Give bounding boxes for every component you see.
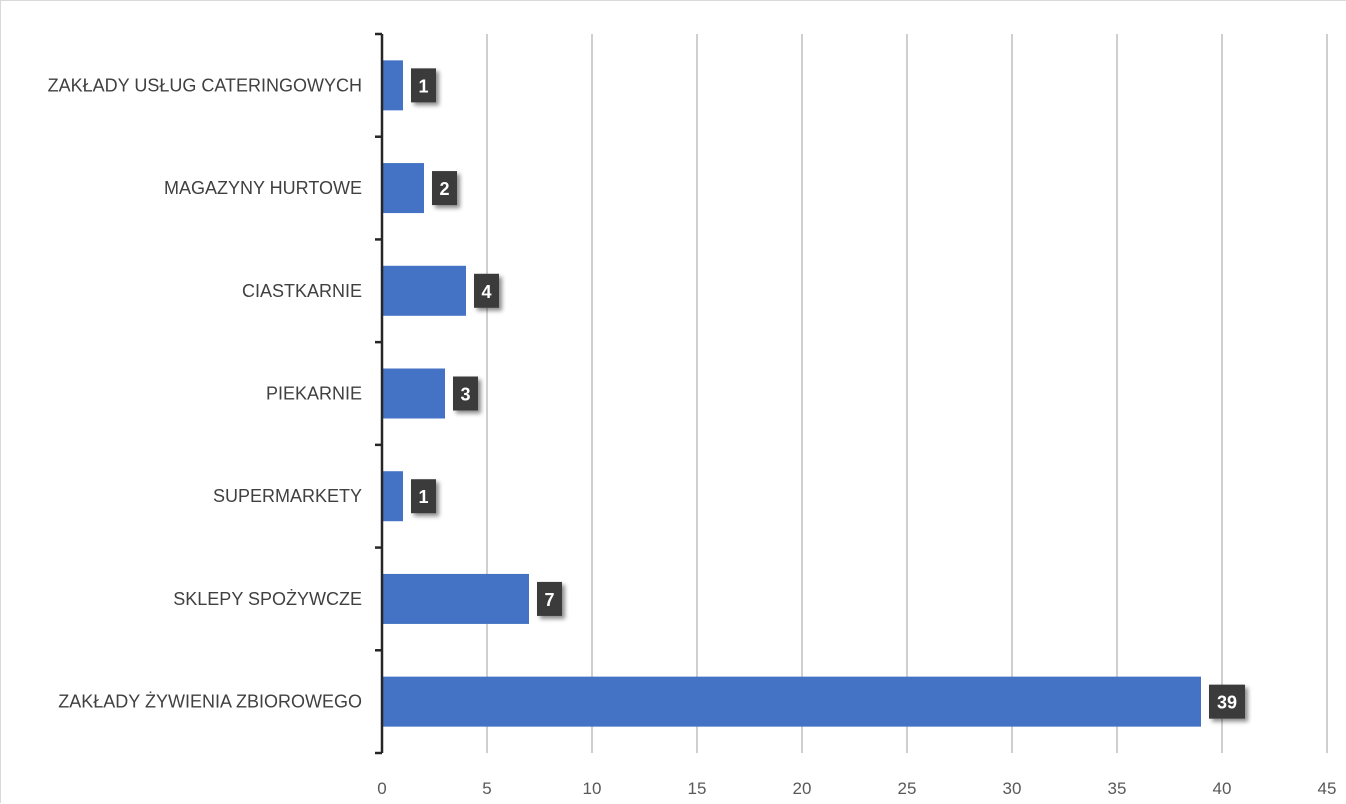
x-tick-label: 25 <box>898 779 917 798</box>
x-tick-label: 20 <box>793 779 812 798</box>
bar <box>383 163 424 214</box>
category-label: ZAKŁADY ŻYWIENIA ZBIOROWEGO <box>58 692 362 712</box>
x-tick-label: 0 <box>377 779 386 798</box>
data-label-text: 3 <box>460 385 470 405</box>
data-label: 4 <box>474 273 499 308</box>
x-tick-label: 5 <box>482 779 491 798</box>
data-label-background <box>411 479 436 514</box>
x-tick-label: 40 <box>1213 779 1232 798</box>
category-label: SUPERMARKETY <box>213 486 362 506</box>
data-label-text: 1 <box>418 76 428 96</box>
bar <box>383 676 1201 727</box>
bar <box>383 368 445 419</box>
data-label: 3 <box>453 376 478 411</box>
data-label-text: 39 <box>1217 693 1237 713</box>
data-label-text: 1 <box>418 487 428 507</box>
category-label: PIEKARNIE <box>266 384 362 404</box>
data-labels: 1 2 4 3 1 7 39 <box>411 68 1245 719</box>
data-label: 1 <box>411 479 436 514</box>
x-tick-labels: 0 5 10 15 20 25 30 35 40 45 <box>377 779 1336 798</box>
gridlines <box>486 34 1328 753</box>
data-label: 2 <box>432 171 457 206</box>
x-tick-label: 10 <box>583 779 602 798</box>
category-label: ZAKŁADY USŁUG CATERINGOWYCH <box>48 75 362 95</box>
x-tick-label: 35 <box>1108 779 1127 798</box>
x-tick-label: 30 <box>1003 779 1022 798</box>
data-label-background <box>1209 684 1245 719</box>
category-labels: ZAKŁADY USŁUG CATERINGOWYCH MAGAZYNY HURT… <box>48 75 362 711</box>
x-tick-label: 45 <box>1318 779 1337 798</box>
category-label: MAGAZYNY HURTOWE <box>164 178 362 198</box>
data-label: 7 <box>537 581 562 616</box>
bar <box>383 265 466 316</box>
data-label-text: 4 <box>481 282 491 302</box>
data-label-text: 2 <box>439 179 449 199</box>
data-label: 39 <box>1209 684 1245 719</box>
data-label-background <box>453 376 478 411</box>
bars <box>383 60 1201 727</box>
bar <box>383 471 403 522</box>
data-label-background <box>537 581 562 616</box>
data-label-text: 7 <box>544 590 554 610</box>
bar <box>383 60 403 111</box>
x-tick-label: 15 <box>688 779 707 798</box>
category-label: CIASTKARNIE <box>242 281 362 301</box>
bar <box>383 573 529 624</box>
data-label-background <box>411 68 436 103</box>
data-label-background <box>432 171 457 206</box>
y-axis <box>375 32 384 755</box>
data-label-background <box>474 273 499 308</box>
data-label: 1 <box>411 68 436 103</box>
category-label: SKLEPY SPOŻYWCZE <box>173 589 362 609</box>
